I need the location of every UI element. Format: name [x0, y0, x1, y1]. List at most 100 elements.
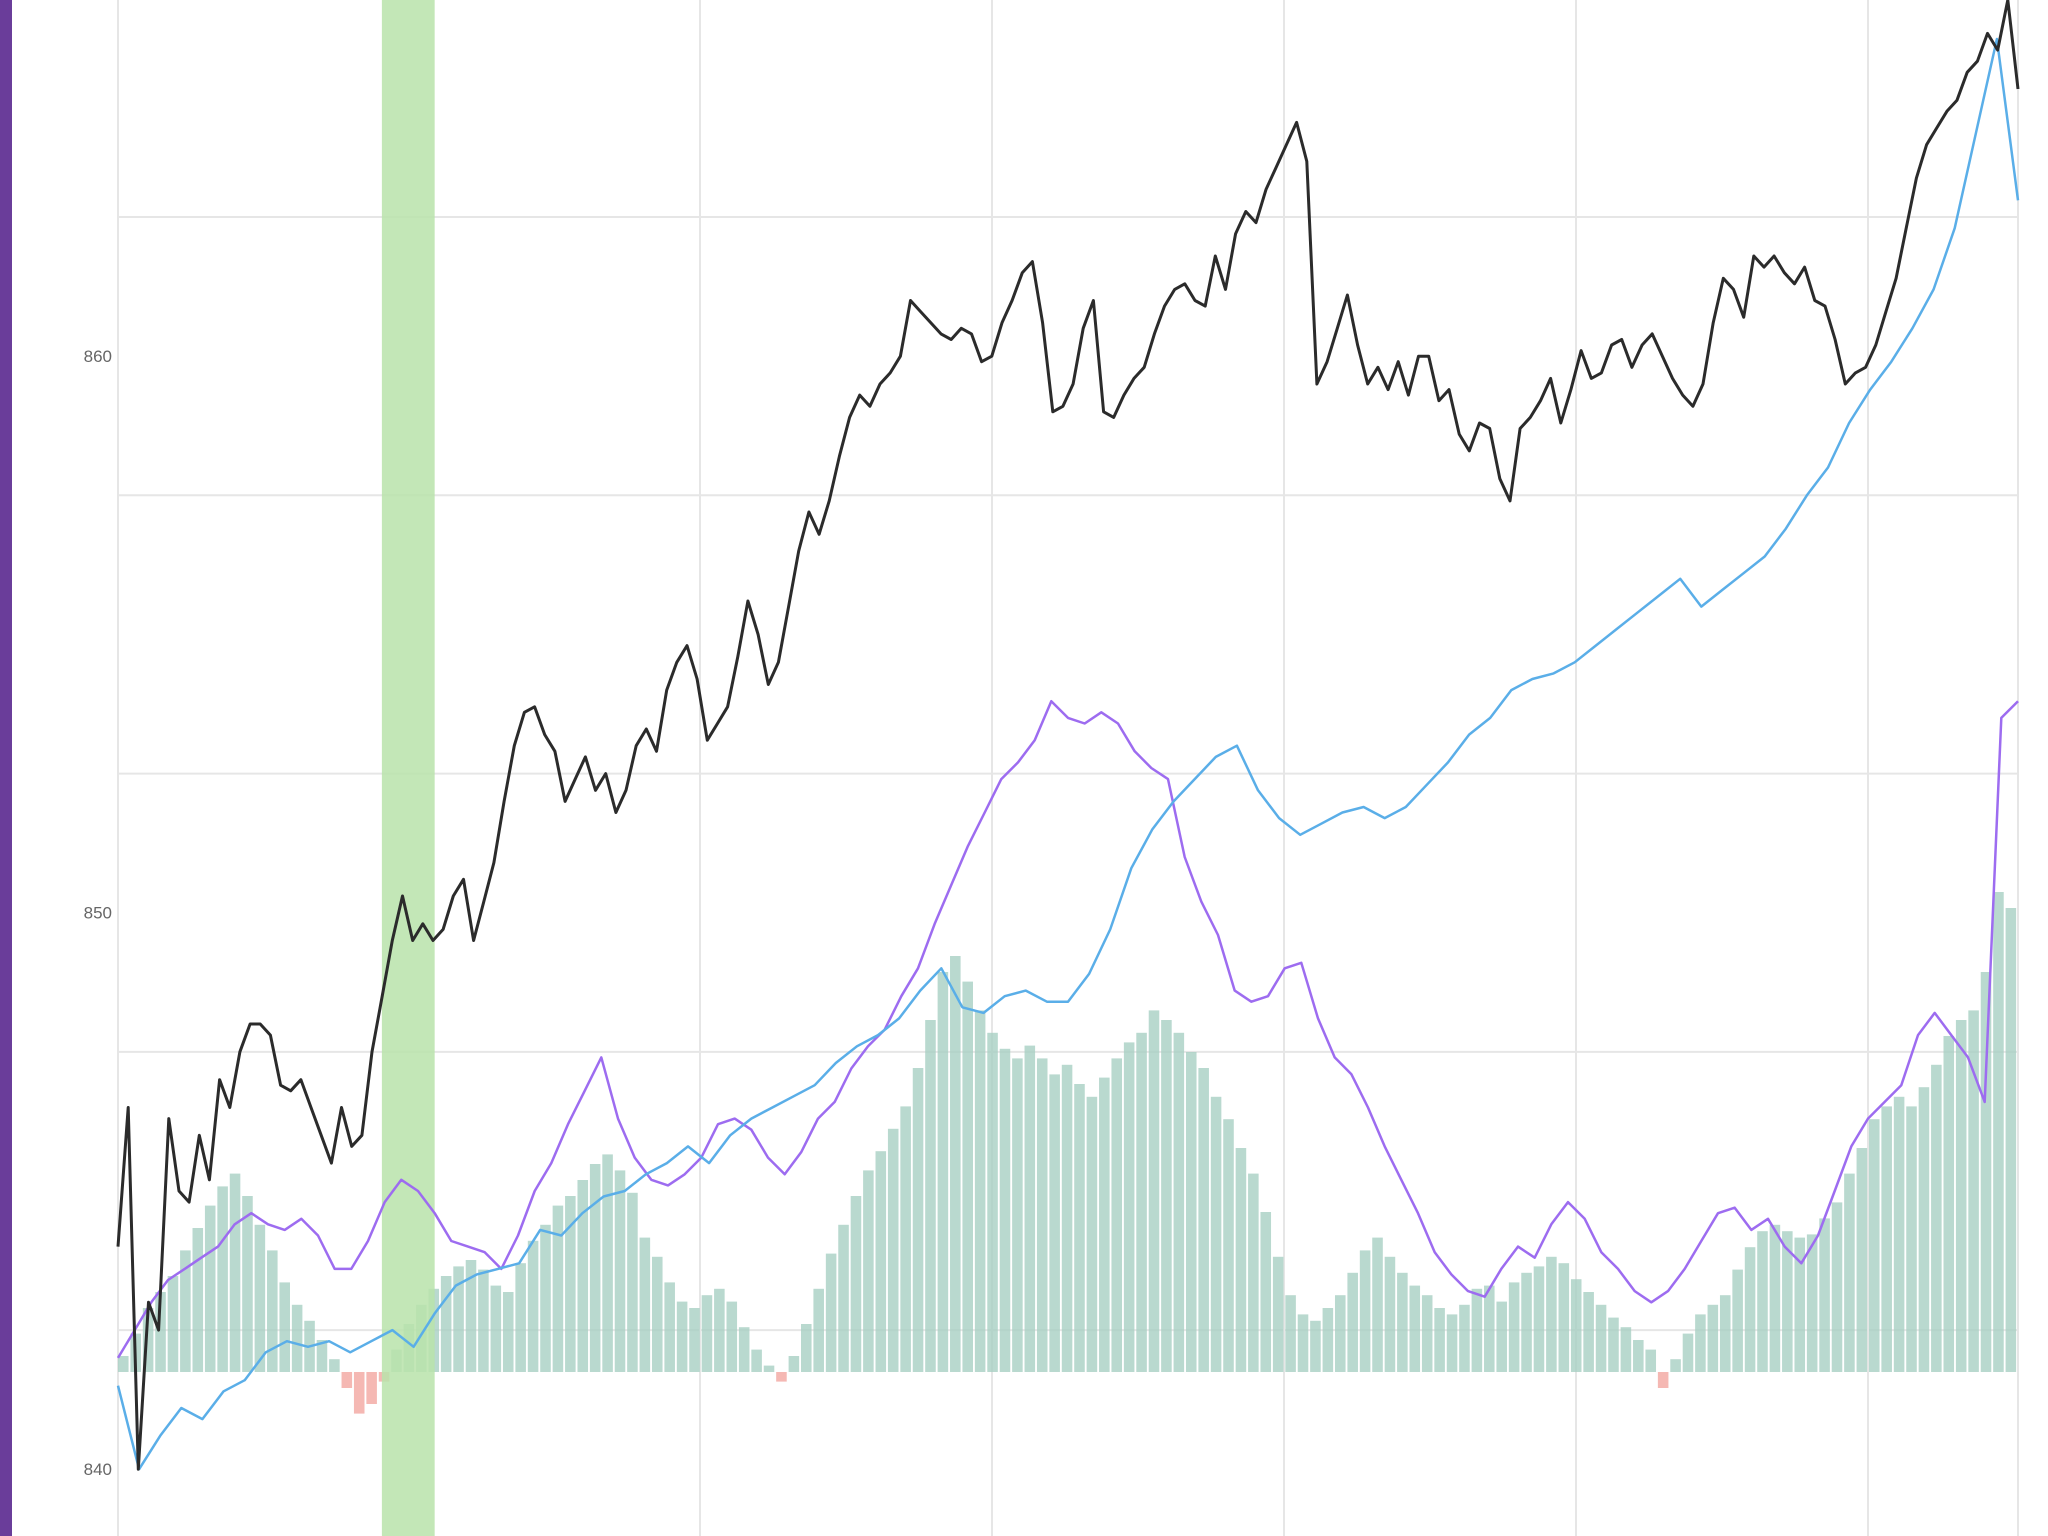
histogram-bar	[1980, 972, 1992, 1372]
histogram-bar	[217, 1186, 228, 1372]
histogram-bar	[1508, 1282, 1520, 1372]
histogram-bar	[1136, 1032, 1147, 1372]
histogram-bar	[1546, 1256, 1557, 1372]
histogram-bar	[602, 1154, 613, 1372]
histogram-bar	[502, 1292, 514, 1372]
histogram-bar	[1906, 1106, 1917, 1372]
histogram-bar	[689, 1308, 700, 1372]
histogram-bar	[701, 1295, 713, 1372]
histogram-bar	[1769, 1224, 1781, 1372]
purple-indicator-line	[116, 699, 2019, 1359]
histogram-bar	[1372, 1237, 1383, 1372]
histogram-bar	[1421, 1295, 1433, 1372]
y-tick-label: 840	[84, 1460, 112, 1479]
histogram-bar	[1757, 1231, 1768, 1372]
histogram-bar	[1918, 1087, 1930, 1372]
histogram-bar	[1310, 1320, 1321, 1372]
histogram-bar	[1645, 1349, 1657, 1372]
histogram-bar	[1036, 1058, 1048, 1372]
histogram-bar	[254, 1224, 266, 1372]
line-series	[116, 0, 2020, 1471]
histogram-bar	[999, 1048, 1011, 1372]
histogram-bar	[1086, 1096, 1098, 1372]
histogram-bar	[726, 1301, 738, 1372]
histogram-bar	[279, 1282, 290, 1372]
histogram-bar	[925, 1020, 936, 1372]
histogram-bar	[180, 1250, 191, 1372]
histogram-bar	[229, 1173, 241, 1372]
histogram-bar	[825, 1253, 837, 1372]
histogram-bar	[267, 1250, 278, 1372]
histogram-bar	[1223, 1119, 1234, 1372]
histogram-bar	[1856, 1148, 1868, 1372]
histogram-bar	[1819, 1218, 1830, 1372]
histogram-bar	[478, 1269, 489, 1372]
histogram-bar	[875, 1151, 887, 1372]
histogram-bar	[863, 1170, 874, 1372]
histogram-bar	[1955, 1020, 1967, 1372]
histogram-bar	[366, 1372, 377, 1404]
histogram-bar	[1024, 1045, 1036, 1372]
histogram-bar	[1397, 1272, 1408, 1372]
histogram-bar	[1359, 1250, 1371, 1372]
histogram-bar	[192, 1228, 204, 1372]
histogram-bar	[1558, 1263, 1570, 1372]
histogram-bar	[1707, 1304, 1719, 1372]
histogram-bar	[155, 1292, 166, 1372]
window-edge-bar	[0, 0, 12, 1536]
histogram-bar	[1148, 1010, 1160, 1372]
histogram-bar	[1198, 1068, 1209, 1372]
histogram-bar	[1347, 1272, 1358, 1372]
histogram-bar	[142, 1308, 154, 1372]
histogram-bar	[776, 1372, 787, 1382]
histogram-bar	[1570, 1279, 1582, 1372]
histogram-bar	[1893, 1096, 1905, 1372]
histogram-bar	[1533, 1266, 1545, 1372]
histogram-bar	[813, 1288, 824, 1372]
histogram-bar	[1620, 1327, 1632, 1372]
histogram-bar	[1782, 1231, 1793, 1372]
histogram-bar	[1521, 1272, 1532, 1372]
histogram-bar	[1695, 1314, 1706, 1372]
histogram-bar	[1384, 1256, 1396, 1372]
histogram-bar	[167, 1276, 179, 1372]
histogram-bar	[1185, 1052, 1197, 1372]
histogram-bar	[651, 1256, 663, 1372]
histogram-bar	[639, 1237, 651, 1372]
histogram-bar	[1670, 1359, 1681, 1372]
histogram-bar	[962, 981, 973, 1372]
histogram-bar	[838, 1224, 849, 1372]
histogram-bar	[714, 1288, 725, 1372]
histogram-bar	[751, 1349, 762, 1372]
histogram-bar	[204, 1205, 216, 1372]
histogram-bar	[1322, 1308, 1334, 1372]
histogram-bar	[676, 1301, 688, 1372]
histogram-bar	[1682, 1333, 1694, 1372]
histogram-bar	[552, 1205, 564, 1372]
histogram-bar	[1806, 1234, 1818, 1372]
histogram-bar	[1595, 1304, 1607, 1372]
histogram-bar	[1049, 1074, 1060, 1372]
histogram-bar	[1831, 1202, 1843, 1372]
histogram-bar	[1881, 1106, 1892, 1372]
histogram-bar	[1061, 1064, 1073, 1372]
histogram-bar	[887, 1128, 899, 1372]
histogram-bar	[1931, 1064, 1942, 1372]
blue-indicator-line	[116, 37, 2020, 1471]
histogram-bar	[565, 1196, 576, 1372]
histogram-bar	[763, 1365, 775, 1372]
histogram-bar	[341, 1372, 353, 1388]
histogram-bar	[1719, 1295, 1731, 1372]
histogram-bar	[1459, 1304, 1470, 1372]
histogram-bar	[1732, 1269, 1743, 1372]
histogram-bar	[1471, 1288, 1483, 1372]
histogram-bar	[1123, 1042, 1135, 1372]
histogram-bar	[577, 1180, 589, 1372]
histogram-bar	[1260, 1212, 1272, 1372]
histogram-bar	[589, 1164, 601, 1372]
histogram-bar	[1608, 1317, 1619, 1372]
histogram-bar	[738, 1327, 750, 1372]
histogram-bar	[1993, 892, 2004, 1372]
histogram-bar	[353, 1372, 365, 1414]
histogram-bar	[1409, 1285, 1421, 1372]
